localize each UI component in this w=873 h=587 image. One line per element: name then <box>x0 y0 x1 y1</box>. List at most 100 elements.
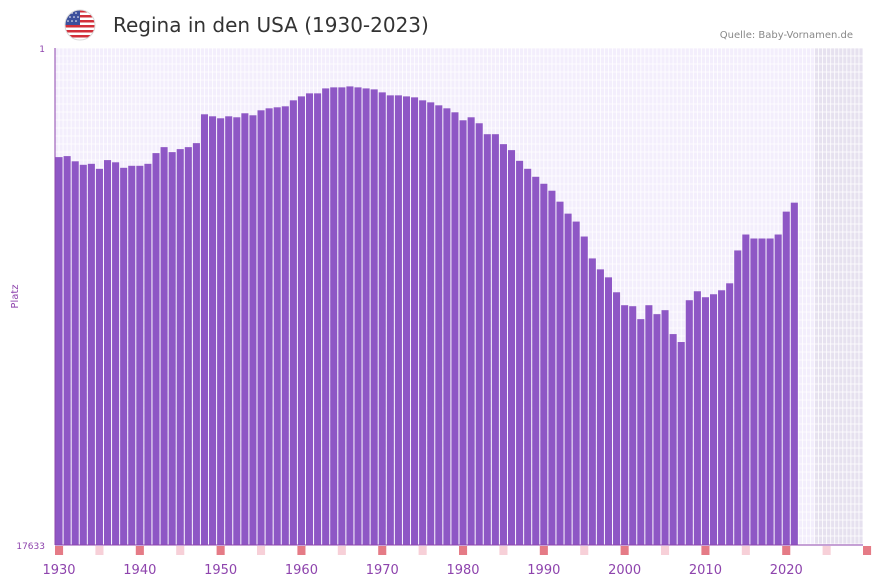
bar-1970 <box>386 95 394 546</box>
bar-1977 <box>443 108 451 545</box>
bar-1978 <box>451 112 459 546</box>
bar-1985 <box>507 150 516 545</box>
bar-2010 <box>709 294 718 545</box>
bar-1988 <box>532 176 540 545</box>
bar-1956 <box>273 107 281 545</box>
bar-1966 <box>354 87 362 545</box>
chart-title: Regina in den USA (1930-2023) <box>113 13 429 37</box>
year-marker-2029 <box>863 546 872 555</box>
year-marker-1989 <box>539 546 548 555</box>
x-tick-label-1990: 1990 <box>527 563 560 578</box>
year-marker-1964 <box>337 546 346 555</box>
bar-1954 <box>257 110 265 545</box>
bar-1971 <box>394 95 402 546</box>
bar-1968 <box>370 89 378 545</box>
year-marker-2009 <box>701 546 710 555</box>
bar-1991 <box>556 201 564 546</box>
x-tick-label-1950: 1950 <box>204 563 237 578</box>
bar-2011 <box>718 290 726 545</box>
y-tick-label-bottom: 17633 <box>16 542 45 552</box>
x-tick-label-1980: 1980 <box>446 563 479 578</box>
bar-1936 <box>112 162 120 545</box>
bar-1980 <box>467 117 475 545</box>
x-tick-label-1940: 1940 <box>123 563 156 578</box>
bar-2012 <box>726 283 734 545</box>
bar-1979 <box>459 120 467 545</box>
bar-2002 <box>645 305 653 545</box>
bar-1992 <box>564 213 572 545</box>
bar-1947 <box>200 114 209 546</box>
bar-1929 <box>55 157 63 545</box>
bar-1951 <box>233 117 241 545</box>
bar-1972 <box>402 96 411 545</box>
bar-2019 <box>782 211 790 545</box>
bar-2016 <box>758 238 766 545</box>
bar-1984 <box>499 144 507 546</box>
bar-2008 <box>693 291 701 545</box>
year-marker-2024 <box>822 546 831 555</box>
bar-1935 <box>103 160 112 545</box>
bar-2015 <box>750 238 758 545</box>
bar-1931 <box>71 161 79 545</box>
bar-1994 <box>580 236 588 545</box>
bar-1962 <box>322 88 330 546</box>
chart-header: Regina in den USA (1930-2023) Quelle: Ba… <box>0 0 873 48</box>
bar-1937 <box>120 167 128 545</box>
bar-2013 <box>734 250 742 545</box>
year-marker-1934 <box>95 546 104 555</box>
bar-1999 <box>621 305 629 545</box>
x-tick-label-2020: 2020 <box>770 563 803 578</box>
bar-1945 <box>184 147 192 545</box>
year-marker-1994 <box>580 546 589 555</box>
bar-1941 <box>152 153 160 545</box>
bar-2007 <box>685 300 693 545</box>
year-marker-1929 <box>55 546 64 555</box>
bar-1993 <box>572 221 580 545</box>
bar-1960 <box>305 93 314 545</box>
bar-1981 <box>475 123 483 546</box>
year-marker-1954 <box>257 546 266 555</box>
year-marker-1949 <box>216 546 225 555</box>
year-marker-1999 <box>620 546 629 555</box>
bar-2006 <box>677 342 685 545</box>
y-axis-title: Platz <box>10 284 21 308</box>
bar-1959 <box>297 96 305 545</box>
usa-flag-icon <box>64 9 96 41</box>
bar-1940 <box>144 163 152 546</box>
year-marker-1939 <box>135 546 144 555</box>
bar-1939 <box>136 165 144 545</box>
bar-1948 <box>209 116 217 545</box>
bar-1946 <box>192 143 200 545</box>
bar-1938 <box>128 165 136 545</box>
bar-2020 <box>790 202 798 545</box>
bar-1987 <box>524 168 532 545</box>
source-credit: Quelle: Baby-Vornamen.de <box>719 30 853 41</box>
bar-1982 <box>483 134 491 545</box>
bar-2001 <box>637 319 645 545</box>
year-marker-2004 <box>661 546 670 555</box>
bar-1932 <box>79 164 87 545</box>
year-marker-1959 <box>297 546 306 555</box>
bar-2017 <box>766 238 774 545</box>
bar-1998 <box>613 292 621 545</box>
year-marker-1979 <box>459 546 468 555</box>
bar-1986 <box>516 160 524 546</box>
year-marker-1944 <box>176 546 185 555</box>
bar-1961 <box>314 93 322 545</box>
bar-1934 <box>95 168 103 545</box>
x-tick-label-1960: 1960 <box>285 563 318 578</box>
bar-1963 <box>330 87 338 545</box>
bar-1964 <box>338 87 346 545</box>
bar-2000 <box>629 306 637 545</box>
bar-1990 <box>548 190 556 545</box>
bar-1983 <box>491 134 499 545</box>
bar-1969 <box>378 92 386 545</box>
bar-1944 <box>176 149 184 545</box>
bar-1996 <box>596 269 604 545</box>
bar-1976 <box>435 105 443 546</box>
bar-2004 <box>661 310 669 545</box>
year-marker-1969 <box>378 546 387 555</box>
bar-1995 <box>588 258 596 545</box>
bar-1943 <box>168 152 176 545</box>
